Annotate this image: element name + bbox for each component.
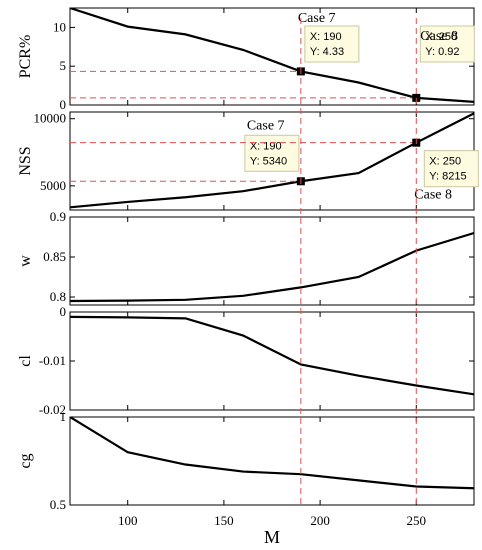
- y-tick-label: 5000: [40, 178, 66, 193]
- datatip-box: [423, 150, 479, 188]
- panel-nss: 5000 10000 NSS X: 190 Y: 5340 Case 7 X: 250 Y: …: [17, 111, 479, 211]
- case-label: Case 7: [298, 11, 336, 26]
- y-tick-label: 10: [53, 19, 66, 34]
- datatip-box: [419, 25, 475, 63]
- y-tick-label: 0: [60, 304, 67, 319]
- datatip-x: X: 250: [425, 31, 457, 43]
- series-line-w: [70, 231, 474, 303]
- case-label: Case 8: [420, 29, 458, 44]
- datatip-box: [244, 134, 300, 172]
- series-line-nss: [70, 112, 474, 209]
- y-tick-label: 0.8: [50, 289, 66, 304]
- x-tick-label: 150: [214, 513, 234, 528]
- panel-pcr: 0 5 10 PCR% X: 190 Y: 4.33 Case 7 X: 250 Y: 0.92…: [17, 7, 475, 112]
- panel-frame: [69, 416, 475, 506]
- x-tick-label: 100: [118, 513, 138, 528]
- data-point-marker: [412, 93, 421, 102]
- datatip-x: X: 190: [310, 31, 342, 43]
- y-axis-label: cl: [17, 355, 34, 367]
- series-line-cg: [70, 417, 474, 490]
- panel-frame: [69, 7, 475, 106]
- x-axis: 100 150 200 250 M: [118, 513, 426, 547]
- y-axis-label: NSS: [17, 146, 34, 175]
- panel-w: 0.8 0.85 0.9 w: [17, 209, 475, 306]
- y-tick-label: 0: [60, 97, 67, 112]
- panel-cg: 0.5 1 cg: [17, 409, 475, 512]
- datatip-box: [304, 25, 360, 63]
- y-axis-label: w: [17, 255, 34, 267]
- panel-frame: [69, 216, 475, 306]
- datatip-y: Y: 0.92: [425, 46, 459, 58]
- case-label: Case 7: [247, 118, 285, 133]
- y-tick-label: 0.5: [50, 497, 66, 512]
- y-axis-label: PCR%: [17, 35, 34, 79]
- y-tick-label: 10000: [34, 111, 67, 126]
- x-tick-label: 200: [310, 513, 330, 528]
- datatip-x: X: 250: [429, 156, 461, 168]
- series-line-pcr: [70, 8, 474, 103]
- panel-frame: [69, 311, 475, 411]
- datatip-y: Y: 4.33: [310, 46, 344, 58]
- series-line-cl: [70, 315, 474, 396]
- y-tick-label: 1: [60, 409, 67, 424]
- y-tick-label: 0.85: [43, 249, 66, 264]
- datatip-y: Y: 5340: [250, 155, 287, 167]
- y-tick-label: -0.01: [39, 353, 66, 368]
- panel-cl: -0.02 -0.01 0 cl: [17, 304, 475, 417]
- case-label: Case 8: [414, 188, 452, 203]
- datatip-x: X: 190: [250, 140, 282, 152]
- datatip-y: Y: 8215: [429, 171, 466, 183]
- y-tick-label: 5: [60, 58, 67, 73]
- y-tick-label: -0.02: [39, 402, 66, 417]
- y-tick-label: 0.9: [50, 209, 66, 224]
- y-axis-label: cg: [17, 453, 34, 468]
- x-tick-label: 250: [407, 513, 427, 528]
- x-axis-label: M: [264, 527, 280, 547]
